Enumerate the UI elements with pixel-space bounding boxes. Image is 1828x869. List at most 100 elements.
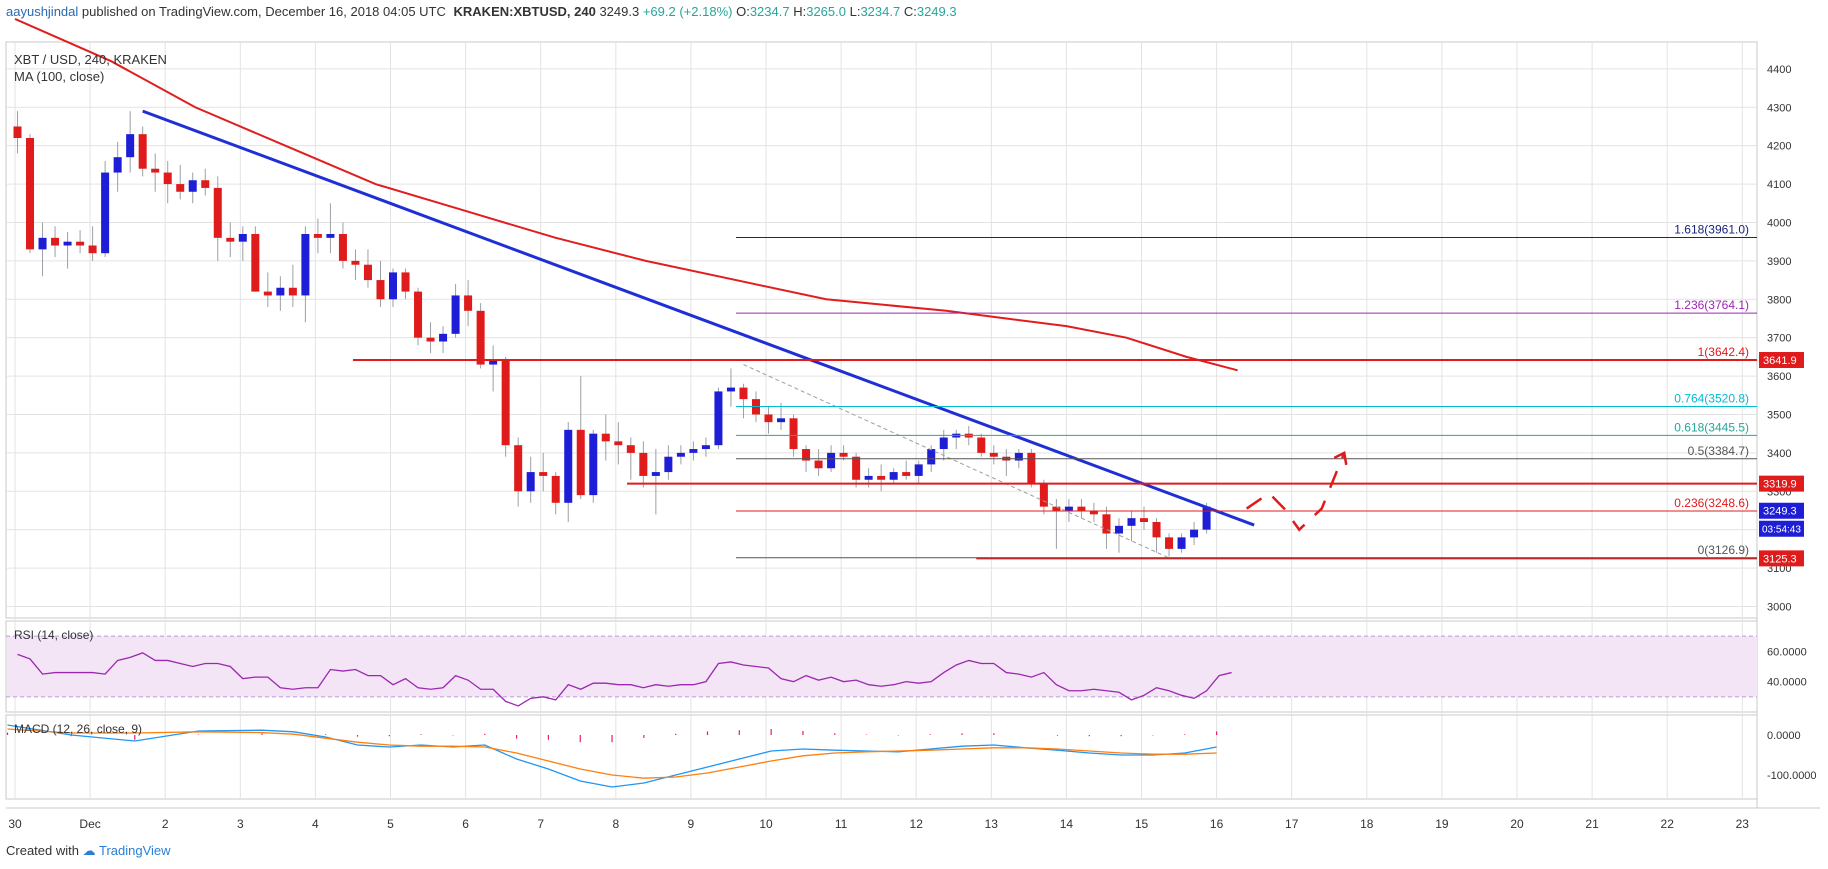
candle-body (288, 287, 297, 296)
candle-body (176, 184, 185, 192)
candle-body (376, 280, 385, 300)
candle-body (639, 452, 648, 476)
candle-body (1190, 529, 1199, 538)
candle-body (401, 272, 410, 292)
x-tick-label: 11 (835, 817, 848, 831)
candle-body (839, 452, 848, 457)
countdown-tag: 03:54:43 (1762, 525, 1801, 536)
x-tick-label: 4 (312, 817, 319, 831)
x-tick-label: 30 (8, 817, 22, 831)
candle-body (338, 234, 347, 261)
candle-body (514, 445, 523, 492)
candle-body (626, 445, 635, 453)
candle-body (351, 260, 360, 265)
candle-body (726, 387, 735, 392)
y-tick-label: 3900 (1767, 256, 1791, 268)
price-tag-bg (1759, 550, 1804, 567)
footer: Created with ☁ TradingView (6, 843, 171, 859)
rsi-band (7, 636, 1757, 697)
candle-body (777, 418, 786, 423)
candle-body (451, 295, 460, 334)
candle-body (476, 310, 485, 365)
x-tick-label: 15 (1135, 817, 1149, 831)
high-value: 3265.0 (806, 4, 846, 19)
candle-body (789, 418, 798, 450)
tradingview-brand[interactable]: TradingView (99, 843, 171, 858)
y-tick-label: 4400 (1767, 64, 1791, 76)
candle-body (1202, 506, 1211, 530)
rsi-tick-label: 40.0000 (1767, 677, 1807, 689)
y-tick-label: 3600 (1767, 371, 1791, 383)
candle-body (576, 429, 585, 496)
y-tick-label: 4300 (1767, 102, 1791, 114)
last-price-tag: 3249.3 (1763, 506, 1797, 518)
low-label: L: (849, 4, 861, 19)
countdown-tag-bg (1759, 520, 1804, 537)
candle-body (414, 291, 423, 338)
ma-indicator-label: MA (100, close) (14, 69, 104, 84)
macd-tick-label: -100.0000 (1767, 770, 1817, 782)
chart-title: XBT / USD, 240, KRAKEN (14, 52, 167, 67)
y-tick-label: 4100 (1767, 179, 1791, 191)
fib-level-label: 0.618(3445.5) (1674, 420, 1749, 434)
candle-body (163, 172, 172, 185)
candle-body (689, 449, 698, 453)
candle-body (238, 234, 247, 242)
tradingview-logo-icon: ☁ (82, 843, 96, 858)
candle-body (714, 391, 723, 446)
candle-body (63, 241, 72, 246)
candle-body (589, 433, 598, 496)
x-tick-label: 9 (688, 817, 695, 831)
open-value: 3234.7 (749, 4, 790, 19)
candle-body (1152, 522, 1161, 538)
x-tick-label: 13 (985, 817, 999, 831)
candle-body (1014, 452, 1023, 461)
ma-line (14, 18, 1238, 372)
created-with-text: Created with (6, 843, 79, 858)
candle-body (551, 475, 560, 503)
price-tag-bg (1759, 351, 1804, 368)
last-price-tag-bg (1759, 502, 1804, 519)
candle-body (38, 237, 47, 250)
y-tick-label: 3500 (1767, 409, 1791, 421)
candle-body (76, 241, 85, 246)
x-tick-label: 3 (237, 817, 244, 831)
candle-body (939, 437, 948, 450)
candle-body (902, 472, 911, 476)
candle-body (1139, 518, 1149, 522)
candle-body (51, 237, 60, 246)
price-tag-label: 3319.9 (1763, 479, 1797, 491)
x-tick-label: 22 (1661, 817, 1675, 831)
candle-body (138, 134, 147, 169)
candle-body (464, 295, 473, 311)
x-tick-label: Dec (79, 817, 100, 831)
candle-body (601, 433, 610, 442)
candle-body (977, 437, 986, 453)
candle-body (1165, 537, 1174, 549)
candle-body (426, 337, 435, 342)
candle-body (564, 429, 573, 503)
candle-body (1177, 537, 1186, 549)
candle-body (539, 472, 548, 476)
candle-body (126, 134, 135, 158)
candle-body (1089, 510, 1098, 515)
channel-line (743, 364, 1168, 558)
candle-body (388, 272, 398, 300)
last-price: 3249.3 (599, 4, 640, 19)
candle-body (1064, 506, 1073, 511)
price-tag-label: 3125.3 (1763, 553, 1797, 565)
candle-body (864, 475, 873, 480)
author-link[interactable]: aayushjindal (6, 4, 79, 19)
high-label: H: (793, 4, 807, 19)
published-text: published on TradingView.com, December 1… (81, 4, 446, 19)
candle-body (989, 452, 998, 457)
candle-body (226, 237, 235, 242)
rsi-label: RSI (14, close) (14, 628, 93, 642)
candle-body (651, 472, 660, 476)
y-tick-label: 4000 (1767, 217, 1791, 229)
fib-level-label: 0(3126.9) (1698, 543, 1749, 557)
candle-body (88, 245, 97, 254)
candle-body (676, 452, 685, 457)
x-tick-label: 10 (759, 817, 773, 831)
